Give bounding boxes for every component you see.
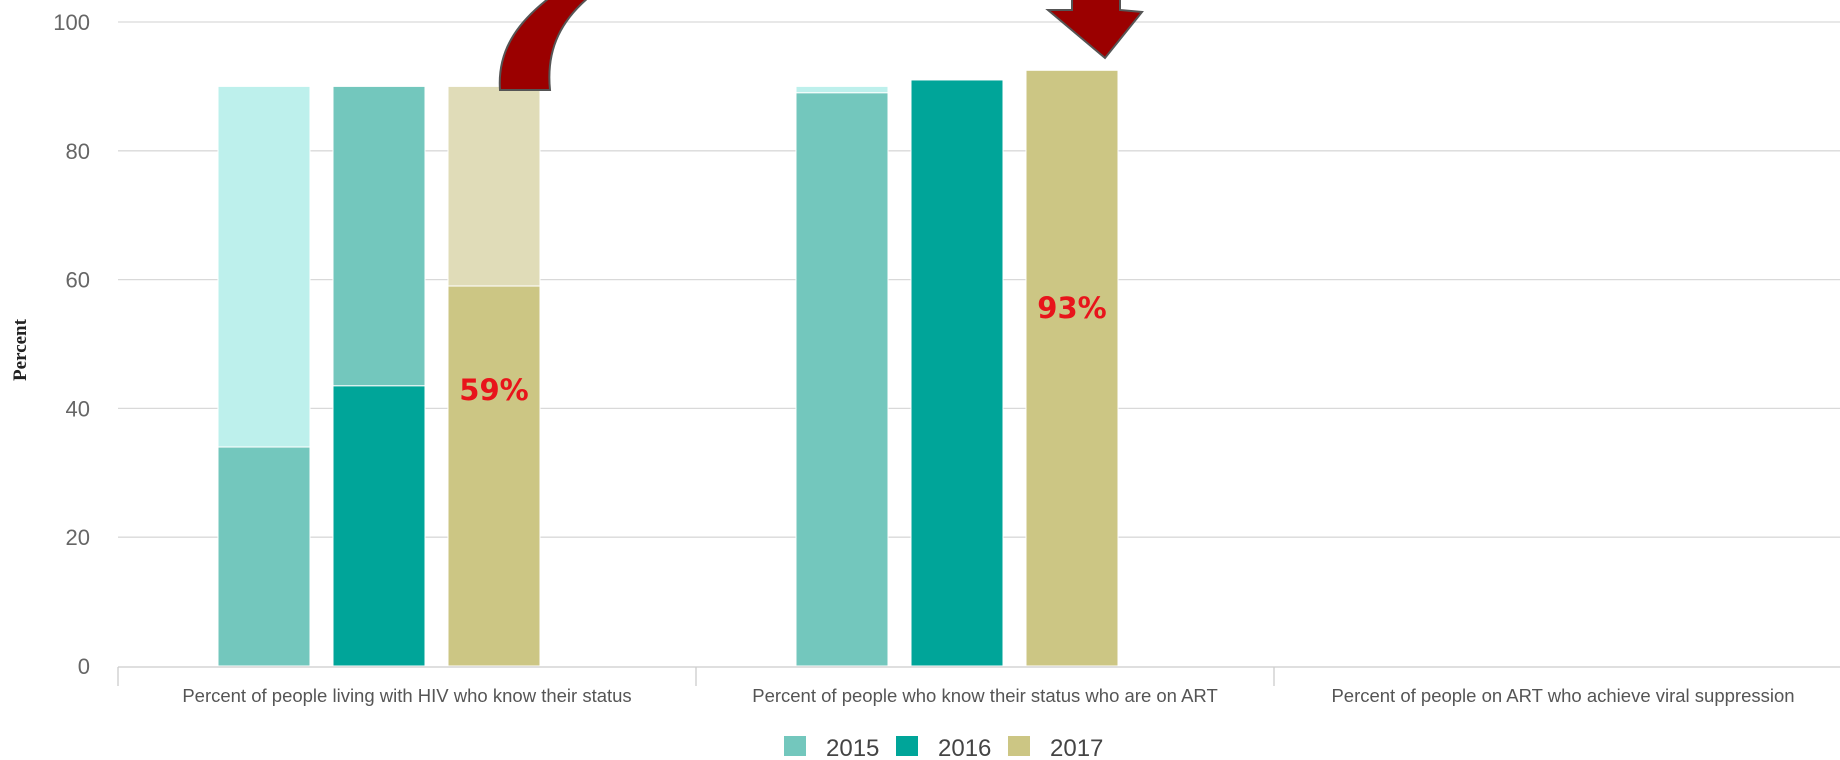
annotation-label: 93% bbox=[1037, 291, 1106, 325]
bar-2017 bbox=[1025, 69, 1119, 667]
bar-2017 bbox=[447, 285, 541, 667]
x-category-label: Percent of people on ART who achieve vir… bbox=[1331, 685, 1794, 706]
bar-2016 bbox=[910, 79, 1004, 667]
y-tick-label: 0 bbox=[78, 654, 90, 679]
annotation-arrows bbox=[498, 0, 1144, 91]
bar-target-remainder bbox=[332, 85, 426, 387]
legend-swatch-2015 bbox=[784, 736, 806, 756]
down-arrow-head bbox=[1045, 0, 1144, 60]
y-tick-label: 40 bbox=[66, 396, 90, 421]
x-category-label: Percent of people who know their status … bbox=[752, 685, 1218, 706]
y-tick-label: 80 bbox=[66, 139, 90, 164]
bar-2015 bbox=[795, 92, 889, 667]
bar-target-remainder bbox=[447, 85, 541, 287]
annotation-label: 59% bbox=[459, 373, 528, 407]
bar-2016 bbox=[332, 385, 426, 667]
legend-swatch-2016 bbox=[896, 736, 918, 756]
legend-swatch-2017 bbox=[1008, 736, 1030, 756]
legend-label: 2016 bbox=[938, 735, 991, 760]
y-axis-label: Percent bbox=[10, 318, 31, 381]
x-category-label: Percent of people living with HIV who kn… bbox=[182, 685, 631, 706]
curved-arrow-shaft bbox=[498, 0, 588, 91]
y-tick-label: 20 bbox=[66, 525, 90, 550]
y-tick-label: 100 bbox=[53, 10, 90, 35]
bar-2015 bbox=[217, 446, 311, 667]
y-axis-ticks: 0 20 40 60 80 100 bbox=[53, 10, 90, 679]
legend: 2015 2016 2017 bbox=[784, 735, 1103, 760]
annotations: 59% 93% bbox=[459, 291, 1106, 407]
legend-label: 2015 bbox=[826, 735, 879, 760]
bar-target-remainder bbox=[217, 85, 311, 448]
bars bbox=[217, 69, 1119, 667]
bar-target-remainder bbox=[795, 85, 889, 94]
x-axis: Percent of people living with HIV who kn… bbox=[117, 666, 1840, 706]
y-tick-label: 60 bbox=[66, 268, 90, 293]
legend-label: 2017 bbox=[1050, 735, 1103, 760]
